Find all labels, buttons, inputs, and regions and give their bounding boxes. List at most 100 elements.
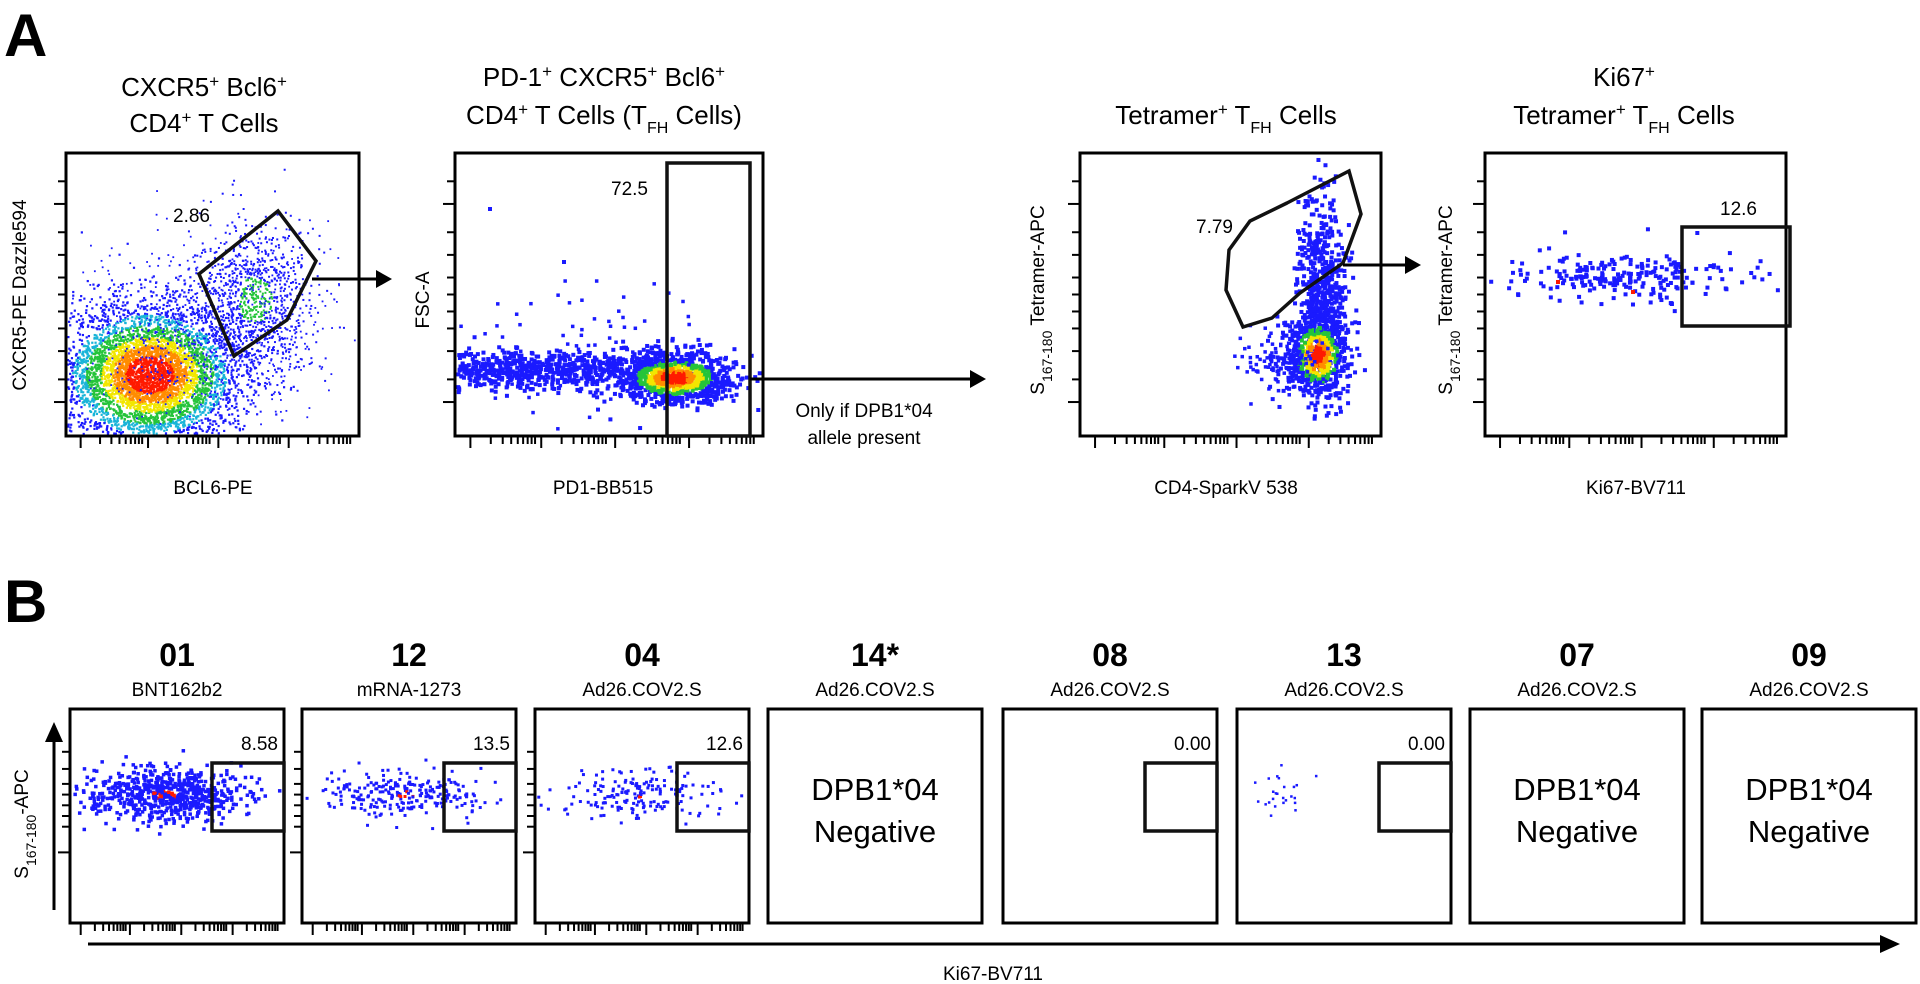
event-dot: [136, 422, 139, 425]
event-dot: [103, 402, 106, 405]
event-dot: [196, 406, 199, 409]
event-dot: [150, 410, 153, 413]
event-dot: [91, 367, 94, 370]
event-dot: [165, 325, 168, 328]
event-dot: [142, 418, 145, 421]
event-dot: [127, 398, 130, 401]
event-dot: [171, 414, 175, 418]
event-dot: [120, 355, 124, 358]
event-dot: [95, 368, 98, 371]
event-dot: [143, 350, 146, 353]
event-dot: [135, 384, 138, 387]
event-dot: [121, 354, 124, 357]
event-dot: [169, 392, 173, 395]
event-dot: [157, 424, 160, 428]
event-dot: [228, 382, 231, 385]
event-dot: [112, 335, 116, 338]
event-dot: [151, 380, 155, 383]
event-dot: [214, 348, 218, 351]
event-dot: [119, 400, 122, 403]
event-dot: [172, 399, 175, 402]
event-dot: [154, 357, 157, 360]
event-dot: [126, 309, 130, 312]
event-dot: [155, 412, 159, 416]
event-dot: [223, 376, 226, 379]
event-dot: [129, 313, 132, 316]
event-dot: [243, 424, 246, 428]
event-dot: [99, 358, 102, 361]
event-dot: [240, 353, 243, 356]
event-dot: [94, 397, 97, 400]
event-dot: [136, 398, 139, 401]
event-dot: [143, 324, 146, 327]
event-dot: [184, 403, 187, 406]
event-dot: [202, 372, 205, 375]
event-dot: [190, 357, 193, 360]
event-dot: [264, 249, 267, 252]
event-dot: [87, 324, 90, 327]
event-dot: [112, 347, 116, 350]
event-dot: [125, 353, 128, 356]
event-dot: [184, 415, 187, 418]
event-dot: [78, 399, 81, 402]
event-dot: [193, 359, 196, 362]
event-dot: [142, 369, 146, 372]
event-dot: [227, 336, 230, 339]
event-dot: [172, 367, 175, 370]
event-dot: [209, 311, 212, 314]
event-dot: [176, 419, 180, 422]
event-dot: [108, 393, 111, 396]
event-dot: [103, 412, 106, 415]
event-dot: [157, 325, 160, 328]
event-dot: [160, 386, 164, 390]
event-dot: [116, 391, 120, 395]
event-dot: [119, 363, 122, 366]
event-dot: [117, 366, 120, 369]
event-dot: [78, 349, 81, 352]
event-dot: [162, 403, 165, 406]
event-dot: [142, 365, 146, 368]
event-dot: [163, 429, 166, 432]
event-dot: [112, 374, 115, 377]
event-dot: [194, 395, 198, 399]
event-dot: [155, 423, 158, 426]
event-dot: [148, 340, 151, 343]
event-dot: [176, 393, 179, 396]
event-dot: [129, 426, 132, 430]
event-dot: [195, 391, 198, 394]
event-dot: [111, 376, 114, 379]
event-dot: [163, 329, 166, 333]
event-dot: [113, 357, 116, 360]
event-dot: [163, 333, 167, 336]
event-dot: [228, 338, 231, 341]
event-dot: [171, 348, 174, 351]
event-dot: [149, 403, 152, 406]
event-dot: [100, 344, 103, 347]
event-dot: [166, 391, 170, 394]
event-dot: [171, 376, 174, 380]
event-dot: [96, 336, 99, 339]
event-dot: [117, 360, 121, 363]
event-dot: [94, 410, 97, 413]
event-dot: [138, 414, 141, 417]
event-dot: [182, 346, 185, 350]
event-dot: [198, 380, 201, 384]
event-dot: [230, 376, 233, 379]
event-dot: [239, 363, 242, 367]
event-dot: [100, 398, 103, 402]
event-dot: [166, 352, 169, 355]
event-dot: [210, 386, 214, 389]
event-dot: [108, 342, 111, 345]
event-dot: [180, 384, 183, 387]
event-dot: [227, 314, 231, 317]
event-dot: [104, 380, 107, 384]
event-dot: [195, 362, 198, 365]
event-dot: [196, 396, 199, 399]
event-dot: [230, 315, 233, 318]
event-dot: [210, 329, 213, 332]
event-dot: [200, 367, 203, 370]
event-dot: [119, 349, 123, 352]
event-dot: [115, 424, 119, 427]
event-dot: [154, 350, 157, 353]
